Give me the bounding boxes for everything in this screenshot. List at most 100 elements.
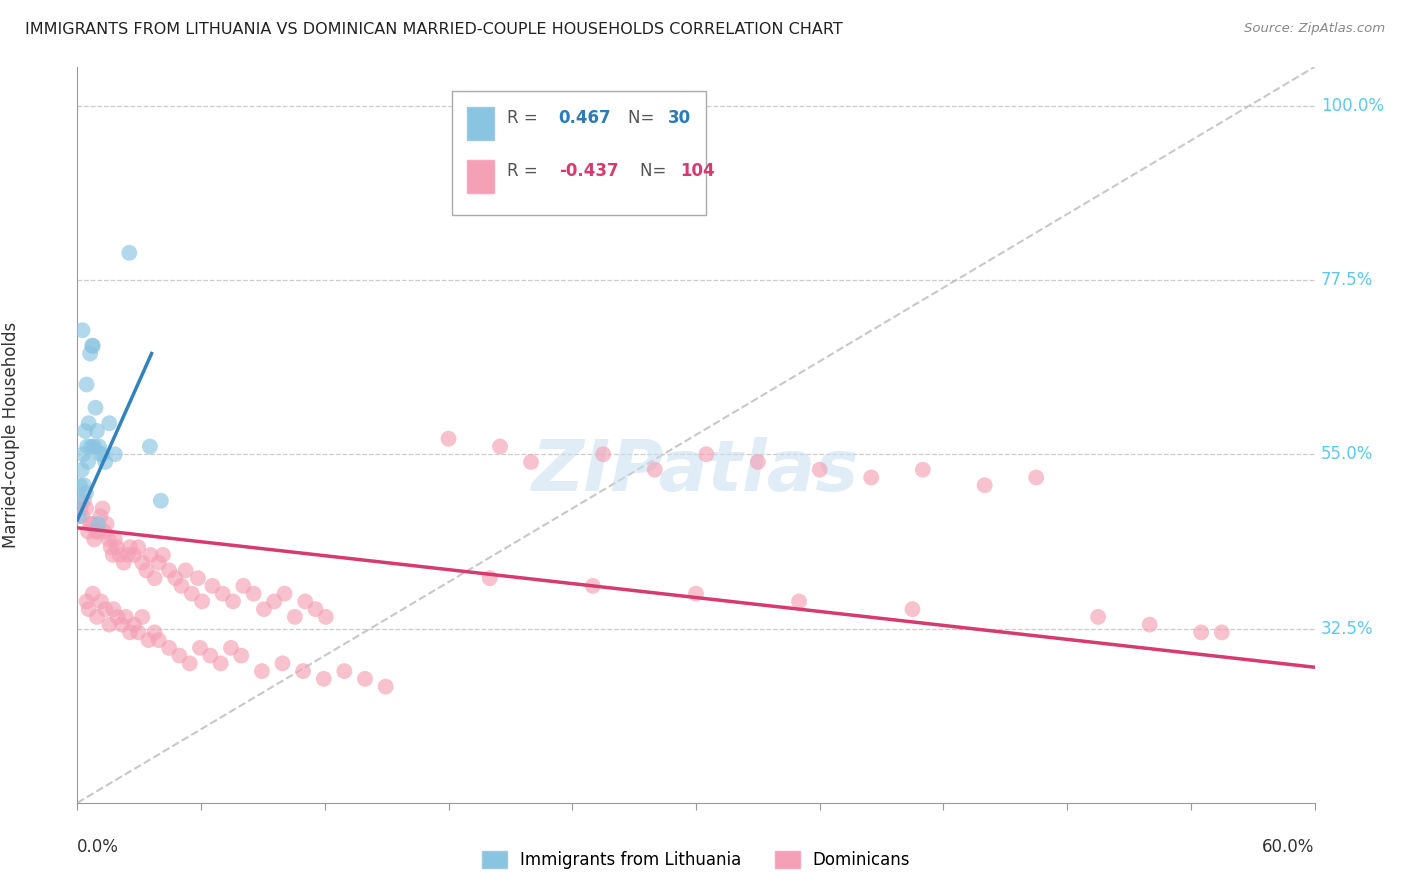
Point	[1087, 610, 1109, 624]
Point	[80, 440, 103, 454]
Point	[131, 610, 153, 624]
Point	[117, 548, 139, 562]
FancyBboxPatch shape	[467, 160, 495, 193]
Point	[79, 346, 101, 360]
Point	[1189, 625, 1212, 640]
Point	[232, 579, 254, 593]
Text: ZIPatlas: ZIPatlas	[533, 437, 859, 506]
Point	[104, 533, 127, 547]
Point	[75, 501, 97, 516]
Point	[685, 587, 707, 601]
Point	[695, 447, 717, 461]
Point	[69, 501, 91, 516]
Point	[263, 594, 285, 608]
FancyBboxPatch shape	[467, 107, 495, 140]
Text: 0.467: 0.467	[558, 110, 612, 128]
Point	[73, 493, 96, 508]
Point	[77, 455, 100, 469]
Point	[333, 664, 356, 678]
Point	[157, 640, 180, 655]
Point	[67, 509, 90, 524]
Point	[77, 524, 100, 539]
Point	[76, 377, 98, 392]
Text: N=: N=	[640, 162, 672, 180]
Point	[79, 516, 101, 531]
Point	[315, 610, 337, 624]
Text: 104: 104	[681, 162, 714, 180]
Point	[89, 447, 111, 461]
Point	[118, 540, 141, 554]
Point	[86, 610, 108, 624]
Point	[973, 478, 995, 492]
Text: R =: R =	[506, 110, 543, 128]
Point	[77, 602, 100, 616]
Point	[582, 579, 605, 593]
Point	[304, 602, 326, 616]
Point	[75, 424, 97, 438]
Point	[118, 245, 141, 260]
Point	[83, 533, 105, 547]
Text: -0.437: -0.437	[558, 162, 619, 180]
Point	[69, 478, 91, 492]
Point	[292, 664, 315, 678]
Point	[122, 617, 145, 632]
Point	[90, 594, 112, 608]
Point	[98, 617, 121, 632]
Point	[86, 424, 108, 438]
Point	[148, 556, 170, 570]
Point	[72, 323, 94, 337]
Point	[165, 571, 187, 585]
Point	[83, 440, 105, 454]
Point	[75, 486, 97, 500]
Point	[143, 571, 166, 585]
Point	[191, 594, 214, 608]
Point	[787, 594, 810, 608]
Point	[97, 533, 120, 547]
Point	[82, 339, 104, 353]
Text: IMMIGRANTS FROM LITHUANIA VS DOMINICAN MARRIED-COUPLE HOUSEHOLDS CORRELATION CHA: IMMIGRANTS FROM LITHUANIA VS DOMINICAN M…	[25, 22, 844, 37]
Point	[107, 610, 129, 624]
Point	[169, 648, 191, 663]
Point	[209, 657, 232, 671]
Point	[112, 556, 135, 570]
Point	[114, 610, 136, 624]
Point	[149, 493, 172, 508]
Point	[82, 339, 104, 353]
Text: 0.0%: 0.0%	[77, 838, 120, 855]
Point	[200, 648, 222, 663]
Text: 100.0%: 100.0%	[1320, 96, 1384, 115]
Text: N=: N=	[628, 110, 659, 128]
Point	[354, 672, 377, 686]
Point	[808, 463, 831, 477]
Text: R =: R =	[506, 162, 543, 180]
Point	[901, 602, 924, 616]
Point	[219, 640, 242, 655]
Point	[127, 540, 149, 554]
Point	[93, 524, 115, 539]
Point	[87, 516, 110, 531]
Point	[91, 501, 114, 516]
Point	[84, 401, 107, 415]
Point	[96, 516, 118, 531]
Point	[1211, 625, 1233, 640]
Point	[157, 563, 180, 577]
FancyBboxPatch shape	[453, 91, 706, 215]
Point	[131, 556, 153, 570]
Point	[231, 648, 253, 663]
Point	[148, 633, 170, 648]
Point	[273, 587, 295, 601]
Point	[520, 455, 543, 469]
Text: 77.5%: 77.5%	[1320, 271, 1374, 289]
Point	[87, 440, 110, 454]
Point	[374, 680, 396, 694]
Point	[747, 455, 769, 469]
Text: Married-couple Households: Married-couple Households	[1, 322, 20, 548]
Point	[127, 625, 149, 640]
Point	[139, 440, 162, 454]
Point	[911, 463, 934, 477]
Text: 32.5%: 32.5%	[1320, 620, 1374, 638]
Point	[105, 540, 128, 554]
Point	[84, 524, 107, 539]
Point	[76, 594, 98, 608]
Point	[135, 563, 157, 577]
